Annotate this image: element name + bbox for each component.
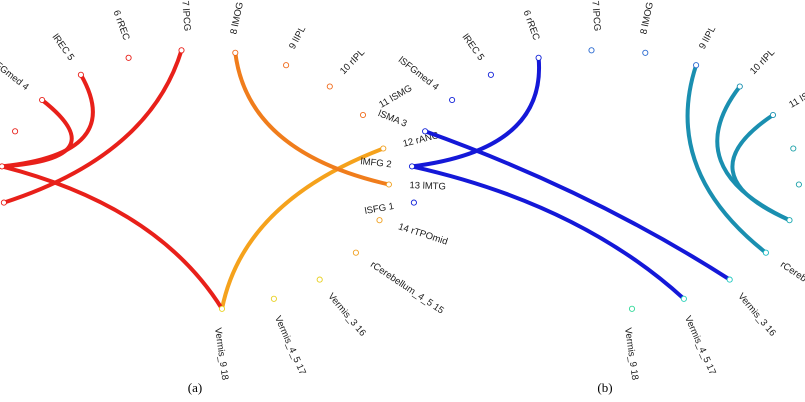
node-label-10: 10 rIPL <box>748 47 777 77</box>
node-1 <box>0 199 7 206</box>
node-8 <box>642 49 649 56</box>
node-8 <box>232 49 239 56</box>
edge-18-2 <box>0 164 224 311</box>
node-3 <box>12 128 19 135</box>
node-13 <box>385 181 392 188</box>
node-label-8: 8 lMOG <box>228 1 246 35</box>
node-label-16: Vermis_3 16 <box>736 291 778 339</box>
node-15 <box>762 249 769 256</box>
node-label-5: lREC 5 <box>50 32 77 63</box>
node-label-10: 10 rIPL <box>338 47 367 77</box>
node-label-11: 11 lSMG <box>377 83 414 111</box>
node-label-16: Vermis_3 16 <box>326 291 368 339</box>
node-label-8: 8 lMOG <box>638 1 656 35</box>
node-3 <box>422 128 429 135</box>
node-2 <box>0 163 6 170</box>
node-label-3: lSMA 3 <box>376 108 408 129</box>
node-label-7: 7 lPCG <box>179 0 192 31</box>
edge-1-7 <box>1 48 184 205</box>
node-16 <box>316 276 323 283</box>
edge-13-8 <box>233 50 391 187</box>
node-label-7: 7 lPCG <box>589 0 602 31</box>
node-label-1: lSFG 1 <box>364 201 395 217</box>
node-15 <box>352 249 359 256</box>
node-label-17: Vermis_4_5 17 <box>682 314 718 376</box>
edge-14-10 <box>715 84 792 223</box>
node-label-18: Vermis_9 18 <box>212 327 230 381</box>
node-5 <box>77 71 84 78</box>
node-6 <box>535 54 542 61</box>
node-16 <box>726 276 733 283</box>
node-11 <box>359 111 367 119</box>
panel-b-caption: (b) <box>597 380 612 395</box>
node-7 <box>178 47 185 54</box>
node-7 <box>588 47 595 54</box>
node-10 <box>326 83 333 90</box>
node-label-15: rCerebellum_4_5 15 <box>368 259 446 316</box>
node-9 <box>283 62 290 69</box>
node-6 <box>125 54 132 61</box>
edge-16-3 <box>423 129 732 282</box>
node-label-9: 9 lIPL <box>287 24 308 51</box>
node-13 <box>795 181 802 188</box>
node-10 <box>736 83 743 90</box>
edge-2-6 <box>410 55 542 169</box>
node-label-14: 14 rTPOmid <box>397 221 449 247</box>
node-label-15: rCerebellum_4_5 15 <box>778 259 805 316</box>
edge-15-9 <box>685 63 768 255</box>
node-4 <box>449 96 456 104</box>
node-17 <box>270 295 277 302</box>
node-5 <box>487 71 494 78</box>
edge-2-4 <box>0 98 74 169</box>
node-label-2: lMFG 2 <box>360 156 392 170</box>
edge-18-12 <box>220 146 386 311</box>
node-label-5: lREC 5 <box>460 32 487 63</box>
node-18 <box>218 305 226 312</box>
node-9 <box>693 62 700 69</box>
node-14 <box>786 217 793 224</box>
node-2 <box>408 163 416 170</box>
node-11 <box>769 111 777 119</box>
edge-17-2 <box>410 164 686 301</box>
node-4 <box>39 96 46 104</box>
node-label-9: 9 lIPL <box>697 24 718 51</box>
node-12 <box>380 145 387 152</box>
panel-a-connectogram: lSFG 1 lMFG 2 lSMA 3 lSFGmed 4 lREC 5 6 rREC 7… <box>0 0 449 395</box>
node-label-18: Vermis_9 18 <box>622 327 640 381</box>
panel-a-caption: (a) <box>188 380 202 395</box>
node-label-17: Vermis_4_5 17 <box>272 314 308 376</box>
node-label-6: 6 rREC <box>521 9 542 42</box>
node-14 <box>376 217 383 224</box>
edge-2-5 <box>0 72 95 169</box>
node-1 <box>410 199 417 206</box>
node-label-13: 13 lMTG <box>409 180 446 192</box>
node-12 <box>790 145 797 152</box>
node-label-11: 11 lSMG <box>787 83 805 111</box>
node-17 <box>680 295 687 302</box>
node-label-4: lSFGmed 4 <box>0 55 31 93</box>
node-label-6: 6 rREC <box>111 9 132 42</box>
node-18 <box>628 305 636 312</box>
